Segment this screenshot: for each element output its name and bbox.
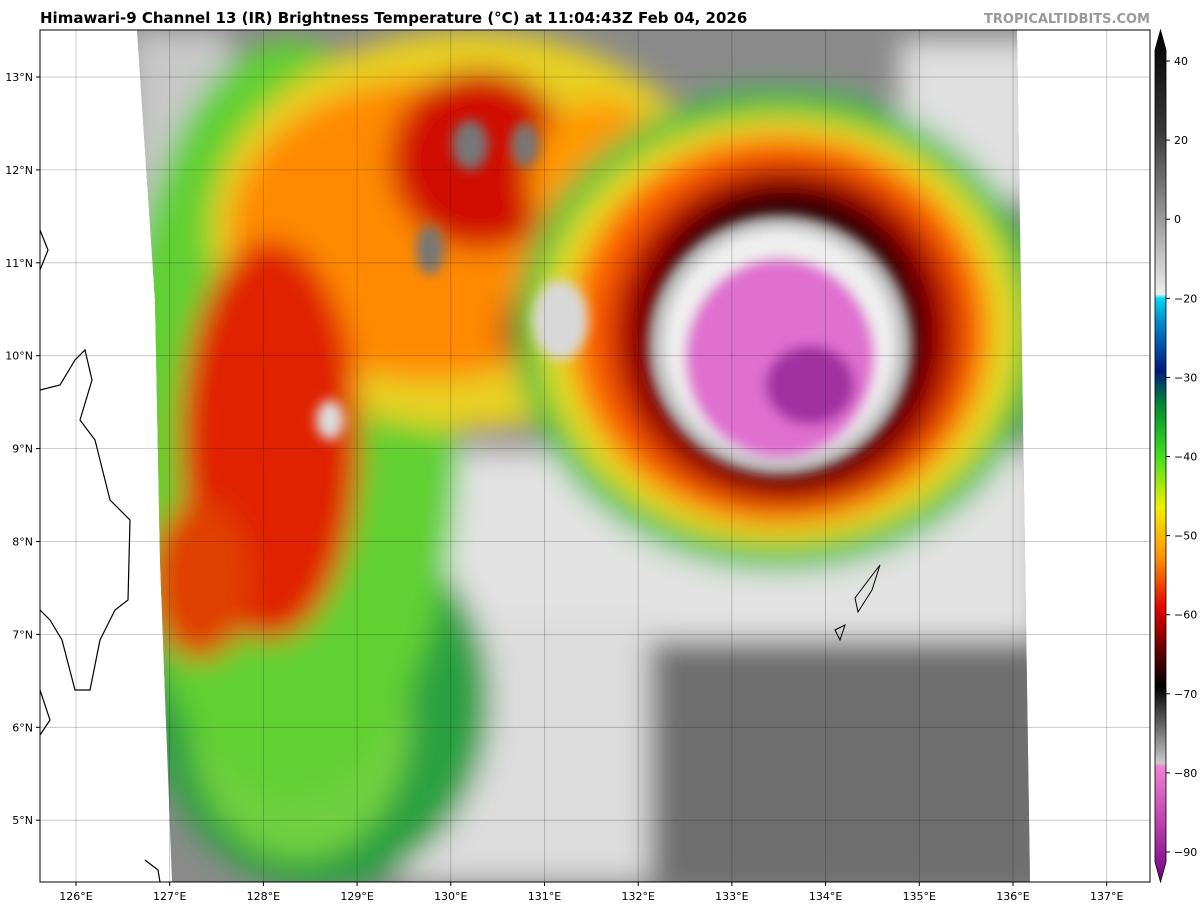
satellite-imagery [137, 30, 1030, 882]
colorbar-label: −60 [1174, 609, 1197, 622]
lat-label: 9°N [12, 443, 33, 456]
title: Himawari-9 Channel 13 (IR) Brightness Te… [40, 9, 747, 27]
colorbar-label: −50 [1174, 530, 1197, 543]
lon-label: 129°E [340, 890, 373, 903]
colorbar-label: −80 [1174, 767, 1197, 780]
lon-label: 126°E [59, 890, 92, 903]
graticule [40, 30, 1150, 882]
lat-label: 7°N [12, 628, 33, 641]
lat-label: 11°N [5, 257, 33, 270]
lon-label: 133°E [715, 890, 748, 903]
lat-label: 6°N [12, 721, 33, 734]
colorbar [1154, 28, 1167, 884]
lat-label: 10°N [5, 350, 33, 363]
colorbar-label: −70 [1174, 688, 1197, 701]
axis-labels: 13°N 12°N 11°N 10°N 9°N 8°N 7°N 6°N 5°N 126°E 127°… [5, 55, 1197, 903]
lat-label: 12°N [5, 164, 33, 177]
colorbar-label: −90 [1174, 846, 1197, 859]
colorbar-label: 0 [1174, 213, 1181, 226]
lon-label: 134°E [809, 890, 842, 903]
credit: TROPICALTIDBITS.COM [984, 12, 1150, 27]
lat-label: 5°N [12, 814, 33, 827]
map-area [40, 30, 1150, 882]
lon-label: 128°E [247, 890, 280, 903]
lat-label: 8°N [12, 536, 33, 549]
lon-label: 130°E [434, 890, 467, 903]
colorbar-label: 40 [1174, 55, 1188, 68]
map-frame [39, 29, 1151, 883]
lon-label: 135°E [903, 890, 936, 903]
colorbar-label: −30 [1174, 371, 1197, 384]
lat-label: 13°N [5, 71, 33, 84]
colorbar-label: −40 [1174, 451, 1197, 464]
colorbar-label: −20 [1174, 292, 1197, 305]
lon-label: 136°E [996, 890, 1029, 903]
lon-label: 131°E [528, 890, 561, 903]
lon-label: 127°E [153, 890, 186, 903]
colorbar-label: 20 [1174, 134, 1188, 147]
lon-label: 137°E [1090, 890, 1123, 903]
lon-label: 132°E [621, 890, 654, 903]
